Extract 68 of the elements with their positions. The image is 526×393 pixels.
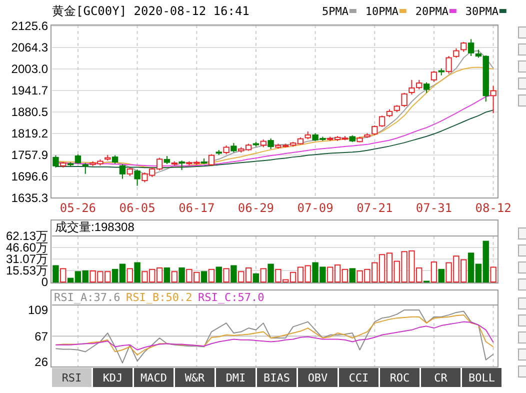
y-tick-label: 1880.5: [11, 105, 48, 120]
y-tick-label: 26: [34, 354, 48, 369]
bar: [252, 273, 260, 282]
legend-label: 30PMA: [465, 5, 499, 18]
line-series: [55, 309, 494, 364]
bar: [216, 266, 222, 282]
text: MACD: [140, 372, 167, 384]
bar: [223, 268, 230, 282]
bar: [200, 271, 208, 282]
y-tick-label: 1819.2: [11, 126, 48, 141]
y-tick-label: 1941.7: [11, 84, 48, 98]
legend-label: 10PMA: [365, 5, 399, 18]
y-tick-label: 1696.6: [11, 170, 48, 184]
x-tick-label: 06-29: [238, 201, 274, 215]
y-tick-label: 62.13万: [6, 229, 48, 244]
y-tick-label: 1635.3: [11, 191, 48, 206]
bar: [490, 266, 496, 282]
text: RSI: [62, 372, 82, 384]
x-tick-label: 07-31: [416, 201, 452, 215]
text: CR: [434, 372, 448, 384]
y-tick-label: 1757.9: [11, 148, 48, 162]
bar: [52, 265, 59, 282]
x-tick-label: 07-09: [297, 201, 334, 215]
legend-label: 5PMA: [322, 5, 349, 18]
bar: [164, 267, 170, 282]
bar: [134, 262, 140, 282]
x-tick-label: 06-05: [119, 201, 156, 215]
text: BIAS: [264, 372, 290, 384]
text: DMI: [226, 372, 246, 384]
bar: [349, 268, 356, 282]
x-tick-label: 07-21: [356, 201, 393, 215]
y-tick-label: 46.60万: [6, 240, 48, 255]
bar: [430, 262, 438, 282]
bar: [438, 268, 444, 282]
y-tick-label: 0: [41, 275, 48, 290]
y-tick-label: 109: [28, 303, 48, 318]
text: BOLL: [468, 372, 496, 384]
text: RSI_B:50.2: [126, 291, 192, 304]
candlestick: [490, 85, 496, 114]
line-series: [55, 314, 494, 356]
legend-label: 20PMA: [415, 5, 449, 18]
bar: [230, 265, 237, 282]
x-tick-label: 05-26: [60, 201, 96, 215]
chart-title: 黄金[GC00Y] 2020-08-12 16:41: [52, 4, 250, 18]
text: RSI_A:37.6: [54, 291, 120, 304]
bar: [208, 268, 215, 282]
x-tick-label: 08-12: [475, 201, 512, 215]
y-tick-label: 2125.6: [11, 19, 48, 34]
bar: [126, 268, 133, 282]
y-tick-label: 15.53万: [6, 264, 48, 278]
x-tick-label: 06-17: [178, 201, 215, 215]
y-tick-label: 2064.3: [11, 40, 48, 55]
line-series: [55, 321, 494, 350]
text: RSI_C:57.0: [198, 291, 264, 304]
y-tick-label: 67: [34, 329, 48, 344]
bar: [268, 264, 274, 282]
bar: [60, 268, 66, 282]
text: W&R: [184, 372, 206, 384]
bar: [171, 271, 178, 282]
y-tick-label: 2003.0: [11, 62, 48, 76]
chart-title: 成交量:198308: [55, 220, 135, 234]
bar: [178, 267, 185, 282]
text: OBV: [308, 372, 328, 384]
text: ROC: [390, 372, 410, 384]
bar: [260, 268, 266, 282]
y-tick-label: 31.07万: [6, 252, 48, 266]
text: KDJ: [102, 372, 123, 384]
text: CCI: [348, 372, 369, 384]
